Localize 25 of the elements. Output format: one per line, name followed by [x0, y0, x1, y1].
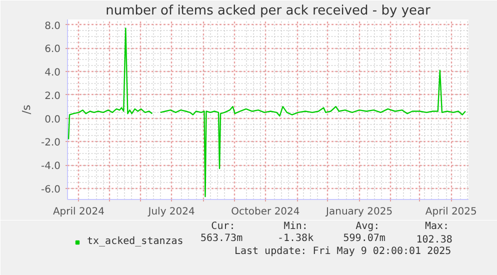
- text: 599.07m: [343, 233, 386, 244]
- text: Avg:: [356, 221, 380, 232]
- y-tick-label: 8.0: [44, 20, 61, 32]
- y-axis-title: /s: [20, 104, 33, 114]
- text: Min:: [284, 221, 308, 232]
- x-tick-label: April 2024: [52, 206, 104, 218]
- x-tick-label: July 2024: [147, 206, 195, 218]
- legend-label: tx_acked_stanzas: [87, 236, 184, 247]
- x-tick-label: January 2025: [325, 206, 393, 218]
- text: 563.73m: [200, 233, 243, 244]
- y-tick-label: -6.0: [40, 184, 61, 196]
- y-tick-label: -2.0: [40, 138, 61, 149]
- x-tick-label: October 2024: [231, 206, 300, 218]
- y-tick-label: 2.0: [44, 90, 61, 102]
- text: Cur:: [211, 221, 236, 232]
- y-tick-label: -4.0: [40, 161, 61, 172]
- x-tick-label: April 2025: [425, 206, 477, 218]
- y-tick-label: 0.0: [44, 114, 61, 126]
- text: -1.38k: [277, 233, 314, 244]
- text: Last update: Fri May 9 02:00:01 2025: [234, 246, 452, 257]
- chart-title: number of items acked per ack received - by year: [106, 4, 431, 18]
- y-tick-label: 4.0: [44, 68, 61, 79]
- text: 102.38: [416, 234, 452, 246]
- text: Max:: [424, 221, 450, 232]
- y-tick-label: 6.0: [44, 44, 61, 56]
